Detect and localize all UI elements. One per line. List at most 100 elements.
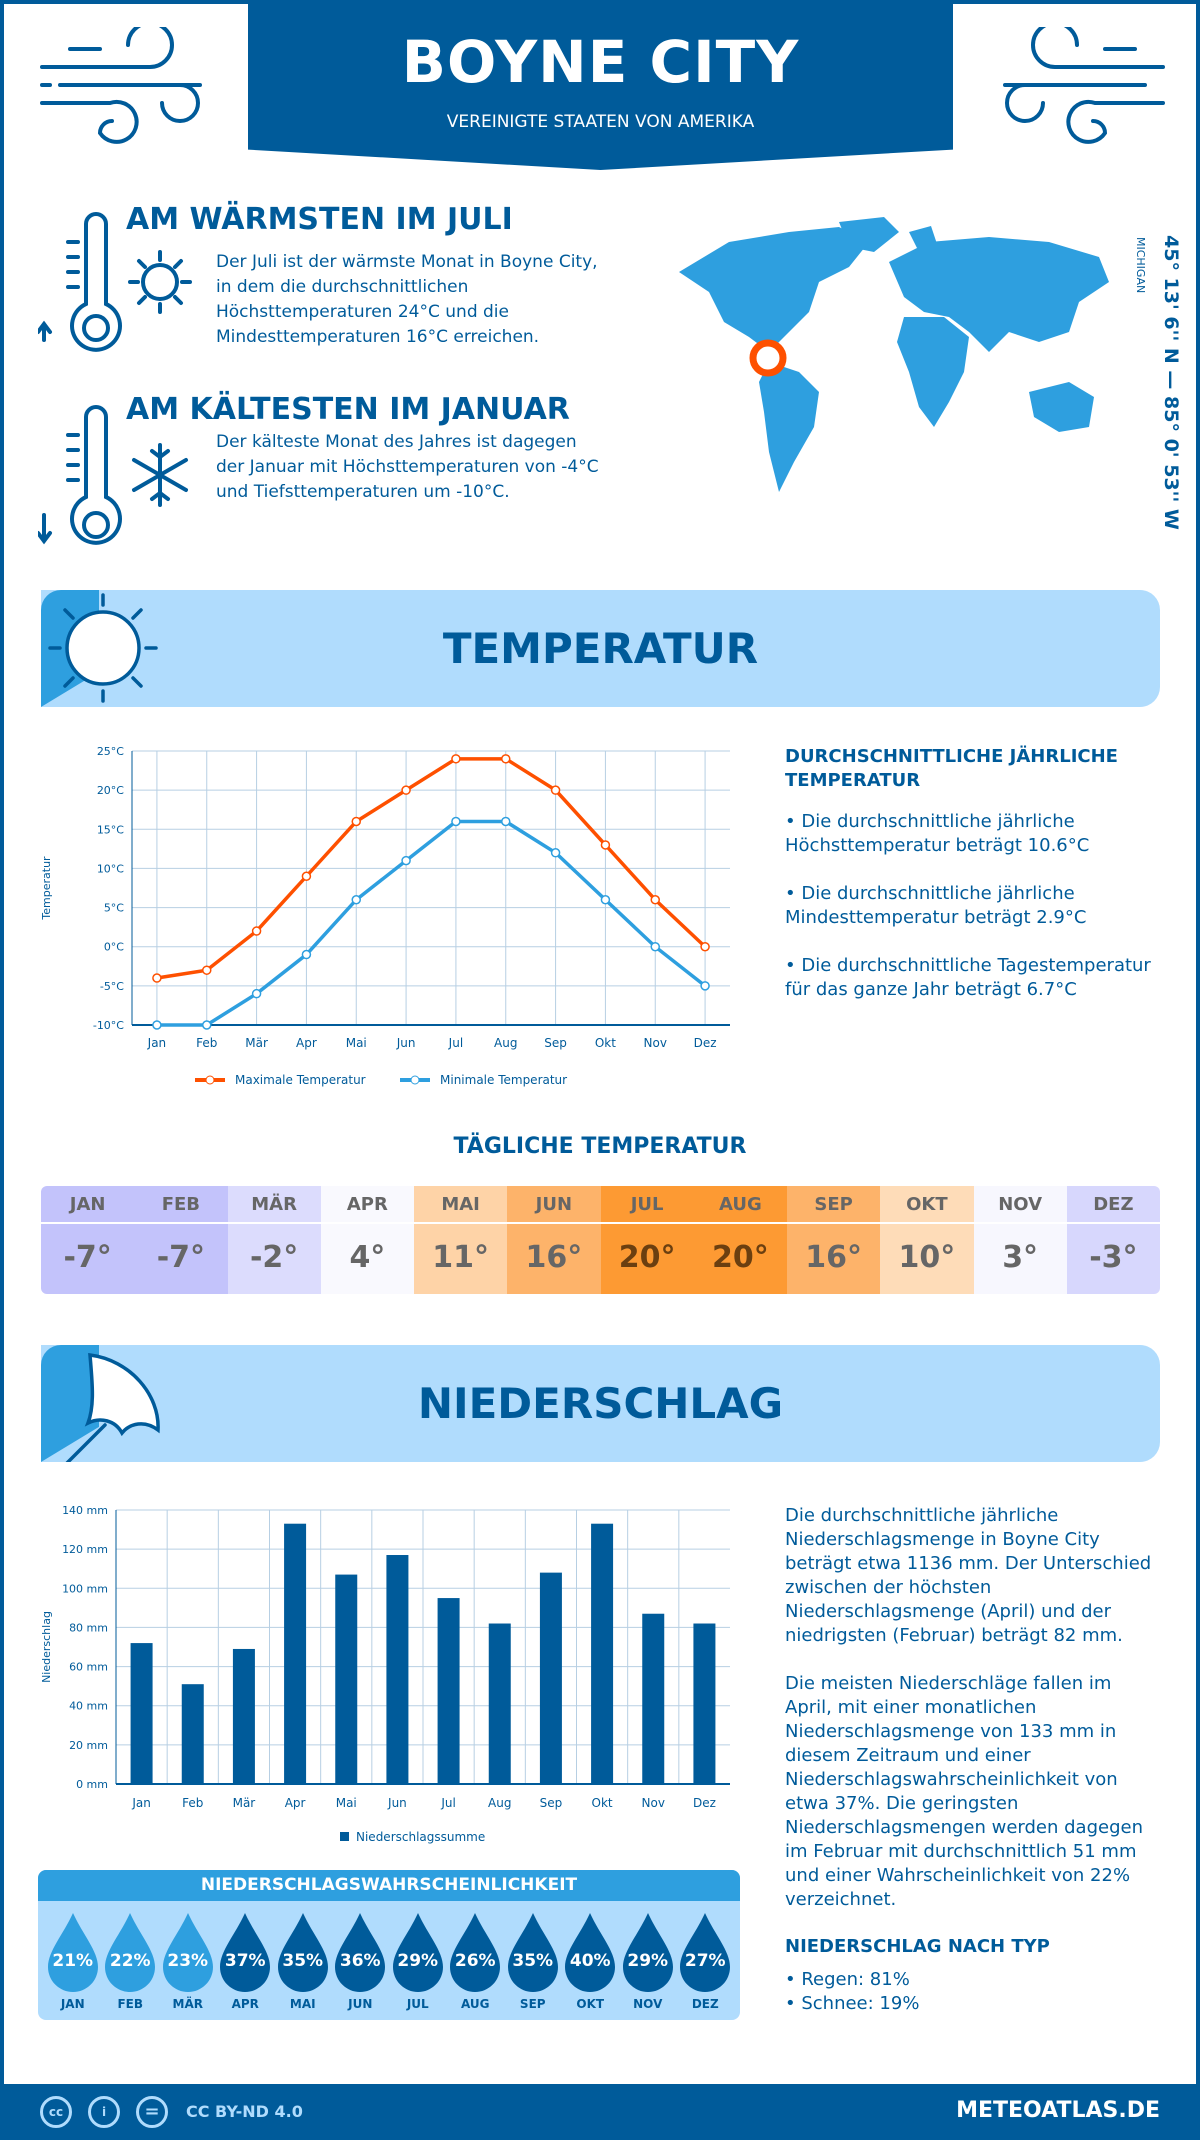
y-tick-label: 20 mm [69, 1739, 108, 1752]
text-line: • Die durchschnittliche jährliche [785, 883, 1075, 904]
x-tick-label: Jun [396, 1036, 416, 1050]
x-tick-label: Nov [644, 1036, 667, 1050]
annual-temp-text: • Die durchschnittliche jährliche Höchst… [785, 810, 1151, 1002]
location-marker-icon [749, 339, 787, 377]
bar [232, 1648, 255, 1784]
raindrop-icon [507, 1913, 558, 1992]
text-line: Der kälteste Monat des Jahres ist dagege… [216, 432, 577, 452]
month-label: JUN [507, 1186, 601, 1224]
y-tick-label: 120 mm [62, 1543, 108, 1556]
page-title: BOYNE CITY [401, 28, 800, 96]
raindrop-icon [680, 1913, 731, 1992]
bar [591, 1523, 614, 1784]
data-point [650, 894, 660, 905]
data-point [501, 816, 511, 827]
data-point [550, 785, 561, 795]
temp-value: 4° [349, 1240, 386, 1275]
y-tick-label: 5°C [104, 902, 124, 915]
month-label: MÄR [172, 1997, 203, 2011]
temp-value: 3° [1002, 1240, 1039, 1275]
month-label: AUG [693, 1186, 787, 1224]
probability-value: 35% [282, 1951, 324, 1971]
temp-value: 11° [432, 1240, 489, 1275]
text-line: Höchsttemperatur beträgt 10.6°C [785, 835, 1090, 856]
y-tick-label: 80 mm [69, 1621, 108, 1634]
x-tick-label: Aug [494, 1036, 517, 1050]
legend-label: Maximale Temperatur [235, 1073, 366, 1087]
x-tick-label: Sep [544, 1036, 567, 1050]
y-tick-label: -5°C [100, 980, 124, 993]
y-tick-label: 100 mm [62, 1582, 108, 1595]
x-tick-label: Mai [346, 1036, 367, 1050]
daily-temp-cell: MAI 11° [414, 1186, 508, 1294]
temp-value: 16° [525, 1240, 583, 1275]
bar [693, 1623, 716, 1784]
text-line: verzeichnet. [785, 1889, 897, 1910]
text-line: im Februar mit durchschnittlich 51 mm [785, 1841, 1137, 1862]
data-point [650, 941, 660, 952]
daily-temp-title: TÄGLICHE TEMPERATUR [453, 1134, 747, 1159]
y-tick-label: 0 mm [76, 1778, 108, 1791]
x-tick-label: Jul [448, 1036, 463, 1050]
site-link[interactable]: METEOATLAS.DE [956, 2098, 1160, 2123]
text-line: Niederschlagsmenge (April) und der [785, 1601, 1111, 1622]
probability-drop: 37% APR [217, 1901, 275, 2020]
license-label[interactable]: CC BY-ND 4.0 [186, 2102, 303, 2121]
warmest-text: Der Juli ist der wärmste Monat in Boyne … [216, 250, 598, 350]
temp-value: -7° [63, 1240, 112, 1275]
data-point [301, 871, 312, 882]
probability-drop: 35% MAI [274, 1901, 332, 2020]
no-derivatives-icon: = [136, 2096, 168, 2128]
probability-value: 22% [109, 1951, 151, 1971]
bar [642, 1613, 665, 1784]
attribution-icon: i [88, 2096, 120, 2128]
daily-temp-cell: APR 4° [320, 1186, 414, 1294]
text-line: Niederschlagsmenge von 133 mm in [785, 1721, 1117, 1742]
probability-drop: 22% FEB [102, 1901, 160, 2020]
daily-temp-cell: JAN -7° [41, 1186, 135, 1294]
text-line: Die durchschnittliche jährliche [785, 1505, 1059, 1526]
text-line: in dem die durchschnittlichen [216, 277, 469, 297]
x-tick-label: Apr [296, 1036, 317, 1050]
text-line: diesem Zeitraum und einer [785, 1745, 1031, 1766]
text-line: Niederschlagsmenge in Boyne City [785, 1529, 1100, 1550]
temp-value: 20° [618, 1240, 676, 1275]
text-line: Der Juli ist der wärmste Monat in Boyne … [216, 252, 598, 272]
text-line: zwischen der höchsten [785, 1577, 992, 1598]
precip-text-1: Die durchschnittliche jährliche Niedersch… [785, 1504, 1151, 1648]
probability-value: 29% [627, 1951, 669, 1971]
y-tick-label: 25°C [97, 745, 124, 758]
daily-temp-cell: DEZ -3° [1066, 1186, 1160, 1294]
x-tick-label: Sep [540, 1796, 563, 1810]
data-point [202, 965, 212, 975]
bar [386, 1555, 409, 1784]
probability-drop: 21% JAN [44, 1901, 102, 2020]
y-tick-label: 140 mm [62, 1504, 108, 1517]
month-label: MÄR [227, 1186, 321, 1224]
probability-drop: 26% AUG [447, 1901, 505, 2020]
probability-drop: 40% OKT [562, 1901, 620, 2020]
data-point [152, 973, 162, 983]
snow-share: • Schnee: 19% [785, 1993, 920, 2014]
x-tick-label: Mär [233, 1796, 256, 1810]
y-tick-label: 40 mm [69, 1700, 108, 1713]
probability-value: 37% [224, 1951, 266, 1971]
month-label: MAI [289, 1997, 316, 2011]
month-label: OKT [880, 1186, 974, 1224]
data-point [351, 894, 361, 905]
y-tick-label: 15°C [97, 823, 124, 836]
y-axis-title: Niederschlag [40, 1611, 53, 1683]
thermometer-warm-icon [38, 212, 192, 352]
temp-value: -2° [249, 1240, 299, 1275]
annual-temp-heading: DURCHSCHNITTLICHE JÄHRLICHE TEMPERATUR [785, 746, 1118, 791]
temp-value: 16° [805, 1240, 862, 1275]
probability-value: 29% [397, 1951, 439, 1971]
month-label: SEP [519, 1997, 546, 2011]
data-point [700, 981, 710, 991]
raindrop-icon [622, 1913, 673, 1992]
month-label: FEB [117, 1997, 144, 2011]
probability-value: 27% [684, 1951, 726, 1971]
coordinates: 45° 13' 6'' N — 85° 0' 53'' W [1160, 235, 1182, 530]
daily-temp-cell: MÄR -2° [227, 1186, 321, 1294]
temp-value: -3° [1089, 1240, 1138, 1275]
